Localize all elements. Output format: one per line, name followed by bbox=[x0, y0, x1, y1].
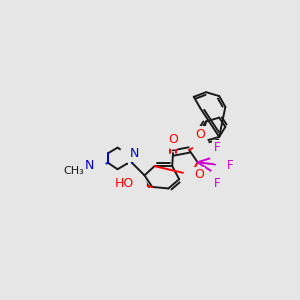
Text: N: N bbox=[130, 147, 139, 160]
Text: O: O bbox=[168, 134, 178, 146]
Text: F: F bbox=[227, 159, 233, 172]
Text: CH₃: CH₃ bbox=[63, 166, 84, 176]
Text: HO: HO bbox=[115, 177, 134, 190]
Text: F: F bbox=[214, 177, 220, 190]
Text: O: O bbox=[194, 168, 204, 181]
Text: F: F bbox=[214, 141, 220, 154]
Text: N: N bbox=[85, 159, 94, 172]
Text: O: O bbox=[195, 128, 205, 141]
